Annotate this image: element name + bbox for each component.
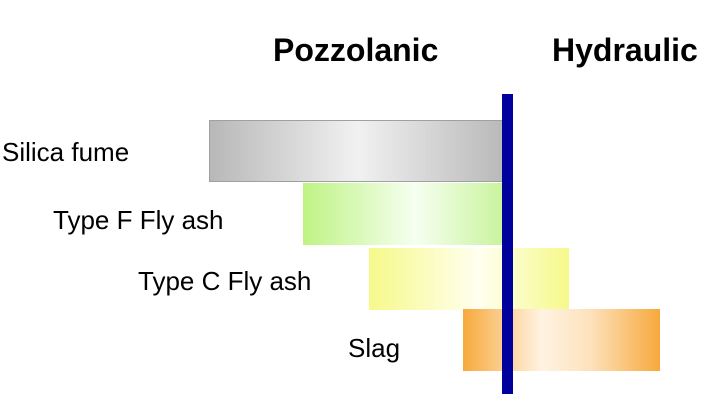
type-f-fly-ash-bar	[303, 183, 507, 245]
silica-fume-label: Silica fume	[2, 137, 130, 167]
pozzolanic-hydraulic-divider	[502, 94, 513, 394]
type-c-fly-ash-bar	[369, 248, 569, 310]
type-f-fly-ash-label: Type F Fly ash	[53, 205, 224, 235]
pozzolanic-heading: Pozzolanic	[273, 32, 439, 68]
slag-bar	[463, 309, 660, 371]
slag-label: Slag	[348, 333, 401, 363]
type-c-fly-ash-label: Type C Fly ash	[138, 266, 312, 296]
hydraulic-heading: Hydraulic	[552, 32, 698, 68]
silica-fume-bar	[209, 120, 507, 182]
